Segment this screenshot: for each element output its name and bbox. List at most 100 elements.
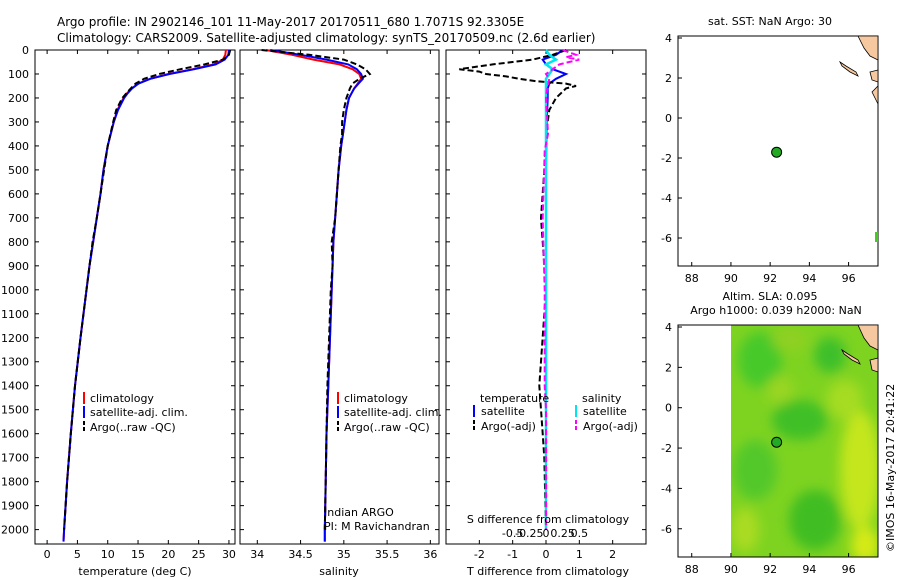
x-tick-label: 10 [101,548,115,561]
sla-map-title: Altim. SLA: 0.095 [722,290,817,303]
lat-tick-label: -2 [661,152,672,165]
difference-x-ticks: -2 -1 0 1 2 [474,50,616,561]
x-tick-label: -1 [507,548,518,561]
sla-blob [738,332,782,388]
sla-field-blobs [731,328,878,557]
argo-float-marker [771,436,783,448]
depth-tick-label: 1700 [1,452,29,465]
legend-satellite-label: satellite-adj. clim. [90,406,188,419]
top-tick-label: -0.5 [502,527,523,540]
top-tick-label: 0.5 [571,527,589,540]
depth-tick-label: 100 [8,68,29,81]
salinity-panel: 34 34.5 35 35.5 36 salinity climatology sate… [239,49,442,578]
depth-tick-label: 0 [22,44,29,57]
legend-salinity-header: salinity [582,392,622,405]
lat-tick-label: 4 [665,321,672,334]
sla-blob [814,337,846,373]
legend-temperature-header: temperature [480,392,549,405]
series-argo-raw-qc- [63,49,232,530]
x-tick-label: 1 [576,548,583,561]
x-tick-label: -2 [474,548,485,561]
salinity-legend: climatology satellite-adj. clim. Argo(..… [337,392,442,434]
lat-tick-label: 0 [665,112,672,125]
depth-tick-label: 700 [8,212,29,225]
lon-tick-label: 88 [685,563,699,576]
x-tick-label: 5 [74,548,81,561]
sla-blob [772,328,808,352]
lat-tick-label: 0 [665,402,672,415]
legend-argo-label: Argo(..raw -QC) [344,421,430,434]
top-tick-label: 0 [543,527,550,540]
depth-tick-label: 900 [8,260,29,273]
salinity-axes-frame [239,49,440,545]
sla-blob [827,380,863,420]
sla-blob [766,376,794,404]
depth-tick-label: 800 [8,236,29,249]
series-temperature-argo-adj- [459,49,577,530]
field-edge-green [875,232,878,242]
nias-island [840,348,861,365]
lon-tick-label: 96 [842,272,856,285]
x-tick-label: 0 [543,548,550,561]
x-tick-label: 20 [161,548,175,561]
sst-map-ticks: 88 90 92 94 96 4 2 0 -2 -4 -6 [661,32,856,285]
sla-blob [851,527,878,557]
depth-tick-label: 1400 [1,380,29,393]
x-tick-label: 0 [44,548,51,561]
salinity-x-ticks: 34 34.5 35 35.5 36 [250,50,437,561]
lat-tick-label: -4 [661,192,672,205]
depth-tick-label: 500 [8,164,29,177]
coast-fragment [869,69,879,83]
lon-tick-label: 94 [802,563,816,576]
temperature-legend: climatology satellite-adj. clim. Argo(..… [83,392,188,434]
sla-blob [731,508,759,552]
depth-tick-label: 1100 [1,308,29,321]
lon-tick-label: 90 [724,272,738,285]
lat-tick-label: -6 [661,232,672,245]
lat-tick-label: -2 [661,442,672,455]
lon-tick-label: 92 [763,563,777,576]
temperature-panel: 0100200300400500600700800900100011001200… [1,44,236,578]
sla-blob [789,490,841,550]
sst-map-panel: sat. SST: NaN Argo: 30 88 90 92 94 96 4 2 0 -2 -4… [661,15,879,285]
series-argo-raw-qc- [261,49,372,530]
lat-tick-label: -6 [661,523,672,536]
sla-blob [772,400,828,440]
salinity-lines [261,49,372,542]
legend-s-argo-label: Argo(-adj) [583,420,638,433]
lon-tick-label: 94 [802,272,816,285]
sla-map-panel: Altim. SLA: 0.095 Argo h1000: 0.039 h200… [661,290,879,576]
sst-map-points [771,146,783,158]
lat-tick-label: 2 [665,361,672,374]
lat-tick-label: 4 [665,32,672,45]
header-line1: Argo profile: IN 2902146_101 11-May-2017… [57,15,524,29]
nias-island [838,60,859,77]
program-credit: Indian ARGO [324,506,394,519]
temperature-xlabel: temperature (deg C) [78,565,191,578]
lon-tick-label: 92 [763,272,777,285]
depth-tick-label: 200 [8,92,29,105]
difference-depth-ticks [446,49,646,531]
lat-tick-label: 2 [665,72,672,85]
difference-legend: temperature salinity satellite Argo(-adj… [473,392,638,433]
depth-tick-label: 1200 [1,332,29,345]
legend-t-satellite-label: satellite [481,405,525,418]
difference-top-ticks: -0.5-0.250 0.250.5 [502,527,588,540]
depth-tick-label: 1600 [1,428,29,441]
sla-map-frame [677,324,879,558]
depth-tick-label: 1500 [1,404,29,417]
salinity-depth-ticks [240,49,439,531]
difference-xlabel: T difference from climatology [466,565,629,578]
sla-heatmap-field [731,325,878,557]
sla-map-subtitle: Argo h1000: 0.039 h2000: NaN [690,304,862,317]
sla-map-land [840,324,879,373]
sst-map-land [838,35,879,242]
series-climatology [62,49,227,542]
difference-panel: -2 -1 0 1 2 S difference from climatology -0… [445,49,647,578]
header-line2: Climatology: CARS2009. Satellite-adjuste… [57,31,595,45]
argo-float-marker [771,146,783,158]
sumatra-coast [857,324,879,351]
lon-tick-label: 96 [842,563,856,576]
depth-tick-label: 1000 [1,284,29,297]
coast-fragment [869,357,879,373]
